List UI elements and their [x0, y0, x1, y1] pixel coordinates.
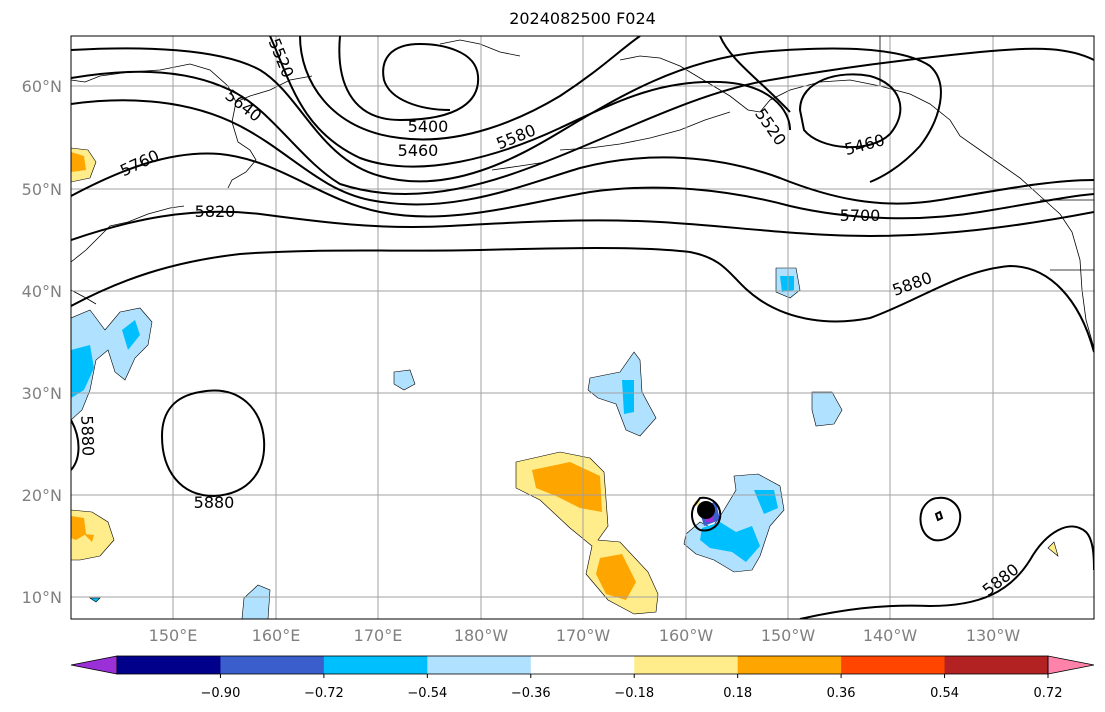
colorbar-tick-label: −0.18	[614, 686, 654, 701]
colorbar-segment	[841, 656, 946, 674]
colorbar-segment	[737, 656, 842, 674]
contour-small-east	[919, 496, 962, 542]
colorbar-tick-label: 0.72	[1034, 686, 1063, 701]
contour-5520-b	[719, 36, 791, 113]
lon-label: 170°E	[354, 626, 403, 645]
colorbar-tick-label: −0.36	[511, 686, 551, 701]
map-title: 2024082500 F024	[509, 9, 656, 28]
longitude-labels: 150°E 160°E 170°E 180°W 170°W 160°W 150°…	[149, 626, 1021, 645]
contour-label: 5880	[194, 493, 235, 512]
coastlines	[71, 36, 1094, 349]
colorbar-tick-label: 0.54	[930, 686, 959, 701]
contour-label: 5460	[398, 141, 439, 160]
contour-5460-west	[299, 36, 641, 141]
contour-5700	[71, 99, 1094, 206]
colorbar-segment	[634, 656, 739, 674]
colorbar-segment	[117, 656, 221, 674]
contour-5640	[71, 47, 1094, 195]
contour-5400	[338, 36, 480, 122]
lon-label: 150°W	[761, 626, 816, 645]
colorbar-segment	[944, 656, 1049, 674]
colorbar-segment	[220, 656, 325, 674]
colorbar-tick-label: −0.72	[304, 686, 344, 701]
contour-5580	[71, 47, 942, 183]
colorbar-frame	[116, 655, 1049, 675]
lat-label: 30°N	[22, 384, 62, 403]
lat-label: 20°N	[22, 486, 62, 505]
lon-label: 150°E	[149, 626, 198, 645]
contour-5820	[71, 210, 1094, 241]
lon-label: 180°W	[454, 626, 509, 645]
colorbar-tick-label: −0.54	[407, 686, 447, 701]
contour-label: 5880	[77, 415, 97, 456]
lon-label: 160°E	[252, 626, 301, 645]
hawaii-dark-marker	[697, 501, 715, 519]
contour-label: 5400	[408, 117, 449, 136]
colorbar-segment	[427, 656, 532, 674]
lon-label: 160°W	[659, 626, 714, 645]
lon-label: 170°W	[556, 626, 611, 645]
height-contours	[71, 36, 1094, 619]
contour-tiny	[934, 510, 944, 522]
lat-label: 60°N	[22, 77, 62, 96]
lat-label: 50°N	[22, 180, 62, 199]
colorbar-tick-label: 0.18	[723, 686, 752, 701]
contour-5880-mid	[160, 389, 266, 498]
colorbar-tick-label: 0.36	[827, 686, 856, 701]
contour-5880-south	[799, 525, 1094, 619]
lat-label: 10°N	[22, 588, 62, 607]
contour-5880-north	[71, 247, 1094, 353]
lon-label: 140°W	[863, 626, 918, 645]
colorbar-segment	[323, 656, 428, 674]
contour-5880-west	[71, 419, 80, 471]
map-border	[70, 35, 1095, 620]
colorbar: −0.90 −0.72 −0.54 −0.36 −0.18 0.18 0.36 0.54 0.7…	[70, 655, 1095, 701]
latitude-labels: 60°N 50°N 40°N 30°N 20°N 10°N	[22, 77, 62, 607]
contour-label: 5820	[195, 202, 236, 221]
colorbar-extend-low	[70, 655, 118, 675]
colorbar-extend-high	[1047, 655, 1095, 675]
lat-label: 40°N	[22, 282, 62, 301]
colorbar-tick-label: −0.90	[201, 686, 241, 701]
contour-5760	[71, 152, 1094, 220]
contour-label: 5700	[840, 206, 881, 225]
lon-label: 130°W	[966, 626, 1021, 645]
colorbar-segment	[530, 656, 635, 674]
contour-5460-east	[798, 73, 902, 149]
contour-small-hawaii	[691, 496, 722, 532]
